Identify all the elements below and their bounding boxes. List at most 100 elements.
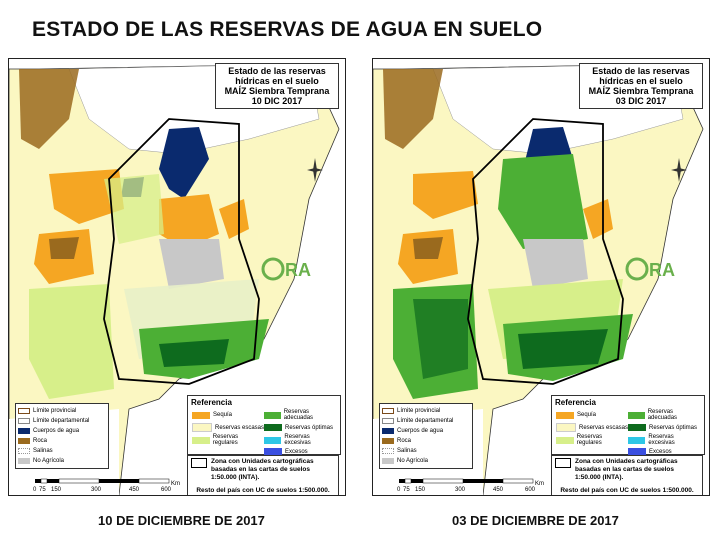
legend-swatch xyxy=(264,411,281,419)
legend-item: Reservas óptimas xyxy=(264,423,336,432)
legend-reference: Referencia Sequía Reservas adecuadas Res… xyxy=(551,395,705,455)
legend-item: Reservas regulares xyxy=(556,434,628,446)
ora-logo: RA xyxy=(261,257,311,281)
scale-bar: 0 75 150 300 450 600 Km xyxy=(397,478,544,493)
map-title-date: 03 DIC 2017 xyxy=(615,96,667,106)
zone-text: Zona con Unidades cartográficas basadas … xyxy=(575,458,678,481)
legend-label: Reservas escasas xyxy=(578,424,629,431)
legend-swatch xyxy=(628,424,646,431)
legend-swatch xyxy=(382,438,394,444)
legend-reference: Referencia Sequía Reservas adecuadas Res… xyxy=(187,395,341,455)
map-title-box: Estado de las reservas hídricas en el su… xyxy=(215,63,339,109)
legend-item: Límite provincial xyxy=(382,406,470,416)
legend-item: Cuerpos de agua xyxy=(18,426,106,436)
legend-swatch xyxy=(18,428,30,434)
legend-item: Reservas escasas xyxy=(556,423,628,432)
legend-swatch xyxy=(18,418,30,424)
legend-item: Salinas xyxy=(382,446,470,456)
legend-swatch xyxy=(382,448,394,454)
scale-unit: Km xyxy=(171,481,180,487)
legend-swatch xyxy=(264,436,282,444)
rest-text: Resto del país con UC de suelos 1:500.00… xyxy=(560,487,694,494)
legend-label: Reservas excesivas xyxy=(648,434,675,446)
map-title-box: Estado de las reservas hídricas en el su… xyxy=(579,63,703,109)
legend-swatch xyxy=(628,411,645,419)
legend-label: No Agrícola xyxy=(397,458,429,464)
legend-label: No Agrícola xyxy=(33,458,65,464)
map-title-line: hídricas en el suelo xyxy=(599,76,683,86)
legend-label: Límite provincial xyxy=(397,408,441,414)
legend-swatch xyxy=(264,424,282,431)
legend-swatch xyxy=(382,408,394,414)
legend-swatch xyxy=(628,436,646,444)
legend-item xyxy=(192,448,264,455)
legend-swatch xyxy=(382,418,394,424)
legend-label: Límite provincial xyxy=(33,408,77,414)
legend-swatch xyxy=(192,436,210,444)
map-title-line: MAÍZ Siembra Temprana xyxy=(224,86,330,96)
scale-tick: 0 xyxy=(33,487,37,493)
legend-label: Reservas adecuadas xyxy=(283,409,314,421)
legend-reference-title: Referencia xyxy=(191,398,232,407)
scale-tick: 600 xyxy=(525,487,536,493)
svg-text:RA: RA xyxy=(285,260,311,280)
legend-label: Roca xyxy=(397,438,412,444)
legend-item: Cuerpos de agua xyxy=(382,426,470,436)
map-title-line: Estado de las reservas xyxy=(228,66,326,76)
zone-outline-swatch xyxy=(555,458,571,468)
legend-label: Sequía xyxy=(577,412,597,418)
compass-icon xyxy=(671,158,687,182)
legend-limits: Límite provincial Límite departamental C… xyxy=(15,403,109,469)
legend-swatch xyxy=(192,423,212,432)
map-title-date: 10 DIC 2017 xyxy=(251,96,303,106)
map-title-line: hídricas en el suelo xyxy=(235,76,319,86)
legend-swatch xyxy=(18,458,30,464)
legend-item: Excesos xyxy=(628,448,700,455)
legend-item: Límite departamental xyxy=(382,416,470,426)
scale-tick: 150 xyxy=(51,487,62,493)
legend-label: Reservas óptimas xyxy=(649,424,698,431)
legend-label: Límite departamental xyxy=(397,418,454,424)
legend-swatch xyxy=(264,448,282,455)
scale-tick: 450 xyxy=(129,487,140,493)
scale-bar: 0 75 150 300 450 600 Km xyxy=(33,478,180,493)
legend-item: Sequía xyxy=(192,409,264,421)
legend-label: Reservas regulares xyxy=(576,434,603,446)
legend-item: Reservas excesivas xyxy=(264,434,336,446)
legend-swatch xyxy=(556,423,576,432)
zone-note: Zona con Unidades cartográficas basadas … xyxy=(551,455,703,495)
legend-item: Roca xyxy=(382,436,470,446)
legend-item: Excesos xyxy=(264,448,336,455)
scale-tick: 450 xyxy=(493,487,504,493)
legend-label: Excesos xyxy=(285,448,308,455)
legend-label: Reservas regulares xyxy=(212,434,239,446)
legend-label: Cuerpos de agua xyxy=(397,428,444,434)
scale-unit: Km xyxy=(535,481,544,487)
legend-item: Reservas escasas xyxy=(192,423,264,432)
legend-item: No Agrícola xyxy=(18,456,106,466)
legend-swatch xyxy=(382,458,394,464)
legend-label: Límite departamental xyxy=(33,418,90,424)
legend-swatch xyxy=(556,411,574,419)
legend-item: Reservas excesivas xyxy=(628,434,700,446)
scale-tick: 0 xyxy=(397,487,401,493)
ora-logo: RA xyxy=(625,257,675,281)
zone-text: Zona con Unidades cartográficas basadas … xyxy=(211,458,314,481)
legend-limits: Límite provincial Límite departamental C… xyxy=(379,403,473,469)
legend-swatch xyxy=(18,448,30,454)
compass-icon xyxy=(307,158,323,182)
legend-item: No Agrícola xyxy=(382,456,470,466)
legend-item: Sequía xyxy=(556,409,628,421)
map-title-line: Estado de las reservas xyxy=(592,66,690,76)
scale-tick: 75 xyxy=(403,487,410,493)
legend-swatch xyxy=(18,438,30,444)
map-caption-1: 10 DE DICIEMBRE DE 2017 xyxy=(98,513,265,528)
main-title: ESTADO DE LAS RESERVAS DE AGUA EN SUELO xyxy=(32,18,543,41)
map-argentina-1 xyxy=(9,63,340,495)
svg-text:RA: RA xyxy=(649,260,675,280)
legend-label: Reservas óptimas xyxy=(285,424,334,431)
zone-outline-swatch xyxy=(191,458,207,468)
legend-item: Reservas adecuadas xyxy=(628,409,700,421)
scale-tick: 150 xyxy=(415,487,426,493)
legend-label: Salinas xyxy=(397,448,417,454)
